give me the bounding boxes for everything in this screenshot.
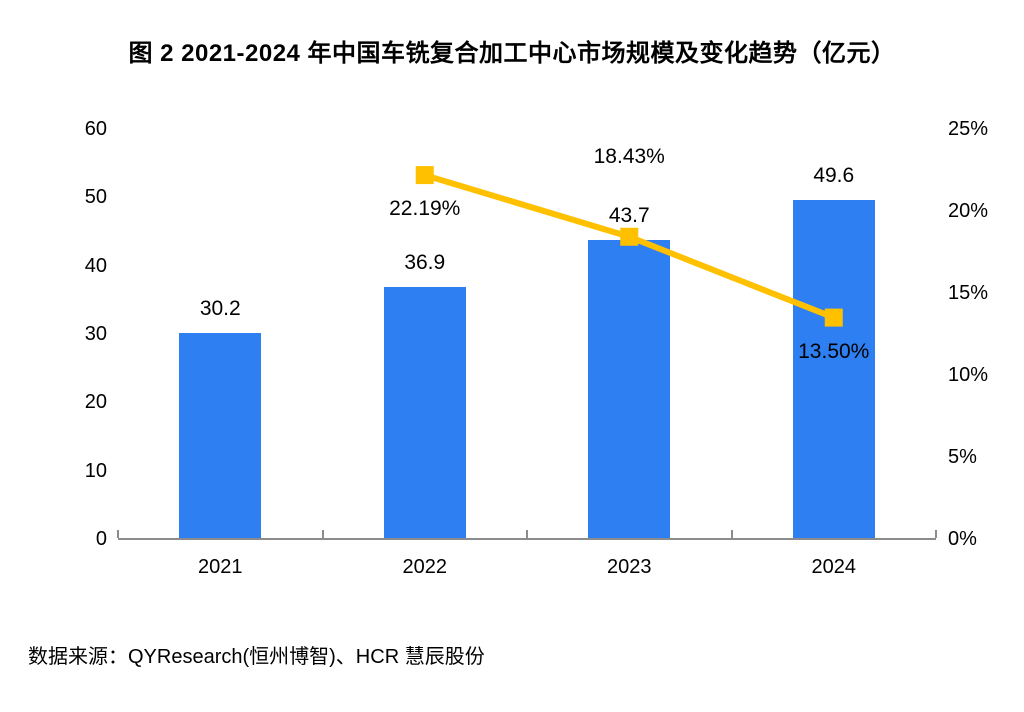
left-axis-tick-label: 40 — [84, 254, 107, 277]
left-axis-tick-label: 30 — [84, 323, 107, 345]
source-note: 数据来源：QYResearch(恒州博智)、HCR 慧辰股份 — [28, 646, 485, 668]
line-value-label: 18.43% — [593, 144, 665, 168]
bar — [383, 286, 466, 539]
bar-value-label: 49.6 — [813, 164, 855, 188]
x-axis-tick — [117, 530, 119, 538]
x-axis-line — [118, 538, 936, 540]
right-axis-tick-label: 5% — [948, 446, 977, 468]
right-axis-tick-label: 10% — [948, 364, 989, 386]
right-axis-tick-label: 15% — [948, 282, 989, 304]
x-axis-tick — [730, 530, 733, 538]
bar — [179, 332, 262, 539]
bar-value-label: 30.2 — [199, 296, 241, 320]
x-axis-category-label: 2023 — [607, 556, 652, 578]
x-axis-category-label: 2021 — [198, 556, 243, 578]
right-axis-tick-label: 0% — [948, 528, 977, 550]
left-axis-tick-label: 50 — [84, 186, 107, 209]
left-axis-tick-label: 60 — [84, 118, 107, 140]
right-axis-tick-label: 25% — [948, 118, 989, 140]
x-axis-tick — [526, 530, 528, 538]
line-value-label: 22.19% — [389, 197, 461, 221]
left-axis-tick-label: 0 — [95, 528, 107, 550]
right-axis-tick-label: 20% — [948, 200, 989, 222]
line-value-label: 13.50% — [798, 339, 870, 363]
x-axis-category-label: 2022 — [402, 556, 448, 578]
chart-title: 图 2 2021-2024 年中国车铣复合加工中心市场规模及变化趋势（亿元） — [128, 40, 896, 67]
x-axis-tick — [321, 530, 324, 538]
bar-value-label: 43.7 — [608, 204, 650, 228]
bar-value-label: 36.9 — [404, 250, 446, 274]
left-axis-tick-label: 20 — [84, 391, 107, 414]
left-axis-tick-label: 10 — [84, 459, 107, 482]
x-axis-tick — [935, 530, 937, 538]
x-axis-category-label: 2024 — [811, 556, 857, 578]
